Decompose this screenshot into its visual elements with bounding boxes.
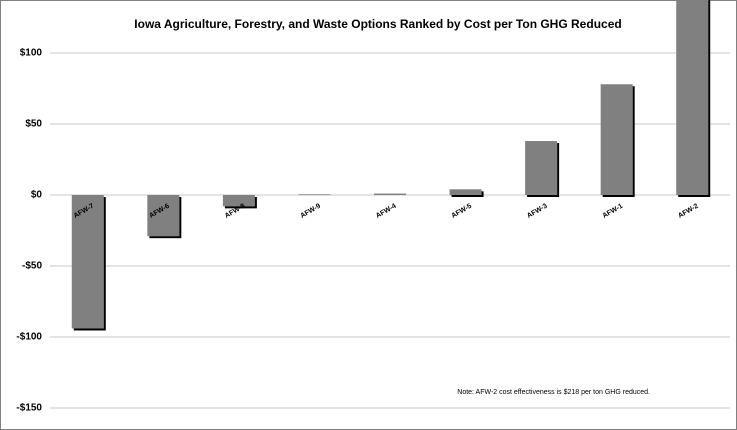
y-tick-label: -$150 <box>16 403 42 414</box>
y-tick-label: -$50 <box>22 261 42 272</box>
bar <box>298 194 331 196</box>
bar <box>222 195 255 207</box>
bar <box>676 0 709 195</box>
annotation: Note: AFW-2 cost effectiveness is $218 p… <box>457 389 650 396</box>
chart-title: Iowa Agriculture, Forestry, and Waste Op… <box>134 17 621 31</box>
bar <box>147 195 180 237</box>
y-tick-label: $0 <box>31 190 43 201</box>
y-tick-label: $50 <box>25 119 42 130</box>
bar <box>374 193 406 195</box>
bar <box>449 189 482 195</box>
y-tick-label: -$100 <box>16 332 42 343</box>
bar <box>525 141 558 195</box>
bar <box>71 195 104 329</box>
bars <box>71 0 709 329</box>
y-tick-label: $100 <box>20 48 43 59</box>
bar <box>600 84 633 195</box>
